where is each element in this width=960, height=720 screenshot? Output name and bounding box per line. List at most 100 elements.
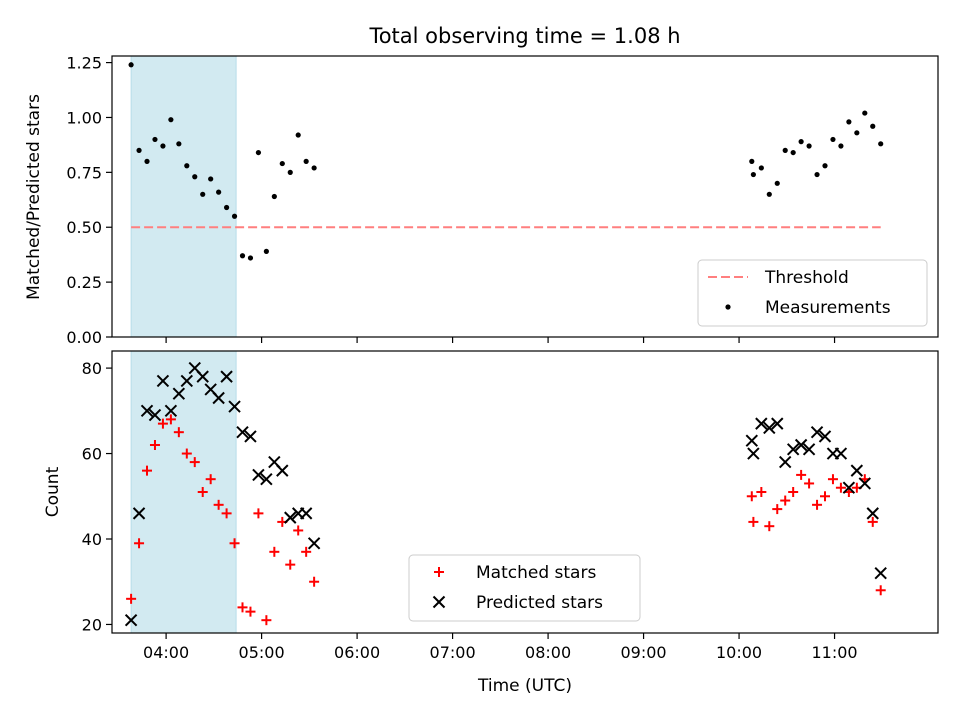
predicted-star-point xyxy=(252,468,265,482)
matched-star-point xyxy=(181,448,192,459)
y-tick-label: 0.00 xyxy=(66,328,102,347)
matched-star-point xyxy=(804,478,815,489)
predicted-star-stroke xyxy=(874,566,887,580)
measurement-point xyxy=(279,160,285,167)
count-panel-xlabel: Time (UTC) xyxy=(477,676,572,696)
measurement-point xyxy=(822,163,828,169)
predicted-star-stroke xyxy=(172,387,186,400)
measurement-point xyxy=(830,136,836,143)
predicted-star-stroke xyxy=(755,417,768,430)
measurement-point xyxy=(239,253,246,259)
matched-star-point xyxy=(149,440,160,450)
legend-predicted-swatch xyxy=(432,595,446,609)
predicted-star-stroke xyxy=(850,464,864,477)
matched-star-point xyxy=(253,508,264,519)
predicted-star-stroke xyxy=(284,511,297,524)
predicted-star-point xyxy=(276,464,289,477)
matched-star-point xyxy=(835,482,846,493)
count-panel-ylabel: Count xyxy=(43,466,63,517)
predicted-star-stroke xyxy=(132,507,146,520)
y-tick-label: 0.50 xyxy=(66,218,102,237)
predicted-star-stroke xyxy=(307,537,321,550)
predicted-star-stroke xyxy=(244,430,257,443)
predicted-star-point xyxy=(763,421,776,435)
measurement-point xyxy=(814,171,820,178)
axes-frame xyxy=(111,350,939,634)
predicted-star-point xyxy=(802,443,816,456)
matched-star-point xyxy=(165,414,176,425)
measurement-point xyxy=(862,110,868,116)
predicted-star-point xyxy=(172,387,186,400)
predicted-star-point xyxy=(196,370,209,383)
matched-star-point xyxy=(205,474,216,485)
predicted-star-point xyxy=(747,447,760,460)
y-tick-label: 60 xyxy=(82,445,102,464)
predicted-star-stroke xyxy=(148,408,162,422)
predicted-star-point xyxy=(818,430,832,443)
matched-star-point xyxy=(756,487,767,497)
measurement-point xyxy=(790,149,796,156)
measurement-point xyxy=(160,143,166,149)
ratio-panel-ylabel: Matched/Predicted stars xyxy=(24,94,44,300)
predicted-star-stroke xyxy=(779,455,792,469)
measurement-point xyxy=(295,132,301,138)
predicted-star-stroke xyxy=(260,472,273,486)
x-tick-label: 04:00 xyxy=(143,643,189,662)
predicted-star-stroke xyxy=(236,425,249,439)
predicted-star-point xyxy=(786,443,800,456)
predicted-star-point xyxy=(236,425,249,439)
measurement-point xyxy=(806,143,812,149)
matched-star-point xyxy=(237,602,248,613)
predicted-star-point xyxy=(140,404,154,418)
predicted-star-point xyxy=(260,472,273,486)
predicted-star-point xyxy=(866,507,879,520)
x-tick-label: 07:00 xyxy=(430,643,476,662)
measurement-point xyxy=(758,165,764,171)
measurement-point xyxy=(255,149,262,156)
matched-star-point xyxy=(197,487,208,497)
measurement-point xyxy=(870,123,876,129)
measurement-point xyxy=(846,119,852,125)
matched-star-point xyxy=(157,418,168,429)
predicted-star-point xyxy=(779,455,792,469)
predicted-star-stroke xyxy=(299,507,313,520)
predicted-star-stroke xyxy=(810,425,824,439)
predicted-star-stroke xyxy=(220,370,233,383)
predicted-star-point xyxy=(132,507,146,520)
legend-frame xyxy=(408,554,641,622)
predicted-star-stroke xyxy=(763,421,776,435)
measurement-point xyxy=(782,147,788,153)
measurement-point xyxy=(184,163,190,169)
measurement-point xyxy=(216,189,222,195)
matched-star-point xyxy=(245,606,256,617)
predicted-star-point xyxy=(794,438,808,452)
matched-star-point xyxy=(812,499,823,510)
predicted-star-point xyxy=(745,434,758,447)
legend: Threshold Measurements xyxy=(697,259,928,327)
measurement-point xyxy=(223,204,230,211)
matched-star-point xyxy=(293,525,304,536)
matched-star-point xyxy=(867,516,878,527)
predicted-star-stroke xyxy=(156,374,170,388)
predicted-star-point xyxy=(810,425,824,439)
predicted-star-point xyxy=(244,430,257,443)
predicted-star-point xyxy=(284,511,297,524)
shaded-interval xyxy=(130,350,237,634)
measurement-point xyxy=(192,174,198,180)
predicted-star-stroke xyxy=(188,361,201,375)
matched-star-point xyxy=(748,516,759,527)
figure-title: Total observing time = 1.08 h xyxy=(368,24,680,48)
measurement-point xyxy=(774,180,780,186)
y-tick-label: 1.00 xyxy=(66,108,102,127)
x-tick-label: 10:00 xyxy=(716,643,762,662)
ratio-panel: Matched/Predicted stars 0.00 0.25 0.50 0.75… xyxy=(24,54,939,347)
measurement-point xyxy=(263,248,269,254)
predicted-star-stroke xyxy=(228,400,241,413)
legend-label: Threshold xyxy=(764,268,849,288)
measurement-point xyxy=(136,147,142,153)
y-tick-label: 40 xyxy=(82,530,102,549)
measurement-point xyxy=(128,62,134,68)
predicted-star-stroke xyxy=(842,481,856,494)
matched-star-point xyxy=(229,538,240,549)
